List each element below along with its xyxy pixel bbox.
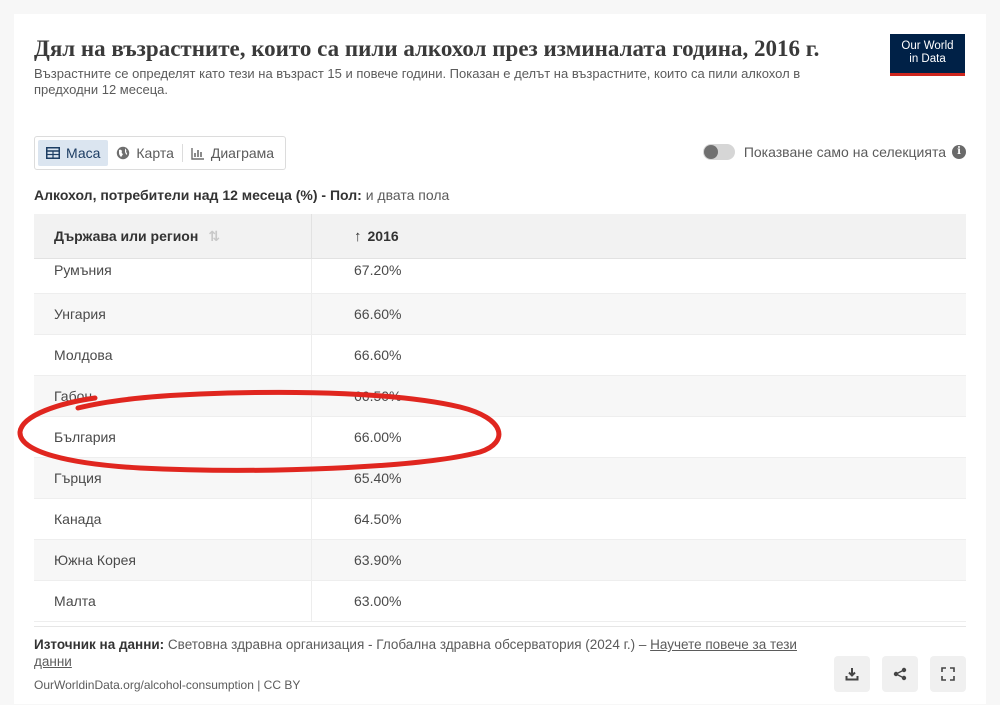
sort-ascending-icon: ↑ (354, 227, 362, 245)
logo-line-2: in Data (909, 53, 946, 65)
selection-toggle-group: Показване само на селекцията i (702, 144, 966, 160)
logo-line-1: Our World (901, 40, 954, 52)
data-table: Държава или регион ⇅ ↑ 2016 Румъния 67.20… (34, 214, 966, 627)
selection-toggle[interactable] (702, 144, 735, 160)
fullscreen-button[interactable] (930, 656, 966, 692)
download-icon (845, 668, 859, 681)
page-title: Дял на възрастните, които са пили алкохо… (34, 36, 820, 61)
fullscreen-icon (941, 667, 955, 681)
cell-country: Габон (34, 376, 312, 416)
toggle-knob (703, 145, 718, 159)
owid-logo[interactable]: Our World in Data (890, 34, 965, 76)
source-label: Източник на данни: (34, 637, 165, 652)
tab-table-label: Маса (66, 145, 101, 161)
sort-icon[interactable]: ⇅ (208, 227, 221, 244)
column-header-year-label: 2016 (367, 228, 399, 244)
caption-value: и двата пола (365, 187, 450, 203)
cell-value: 66.60% (354, 347, 402, 363)
column-header-year[interactable]: ↑ 2016 (312, 214, 966, 258)
cell-country: Канада (34, 499, 312, 539)
info-icon[interactable]: i (952, 145, 966, 159)
share-button[interactable] (882, 656, 918, 692)
source-note: Източник на данни: Световна здравна орга… (34, 636, 834, 670)
cell-value: 65.40% (354, 470, 402, 486)
action-buttons (834, 656, 966, 692)
table-body: Румъния 67.20% Унгария 66.60% Молдова 66.60% Г… (34, 259, 966, 622)
page-url[interactable]: OurWorldinData.org/alcohol-consumption |… (34, 678, 301, 692)
table-row: Габон 66.50% (34, 376, 966, 417)
table-row: Молдова 66.60% (34, 335, 966, 376)
cell-value: 66.50% (354, 388, 402, 404)
cell-country: Румъния (34, 259, 312, 293)
cell-country: Южна Корея (34, 540, 312, 580)
subtitle-line-1: Възрастните се определят като тези на въ… (34, 66, 801, 81)
chart-icon (191, 147, 204, 160)
table-icon (46, 147, 60, 159)
tab-map-label: Карта (136, 145, 174, 161)
table-row: Южна Корея 63.90% (34, 540, 966, 581)
cell-country: Малта (34, 581, 312, 621)
table-row: Унгария 66.60% (34, 294, 966, 335)
source-text: Световна здравна организация - Глобална … (167, 637, 647, 652)
cell-country: Унгария (34, 294, 312, 334)
cell-country: Гърция (34, 458, 312, 498)
table-row: Гърция 65.40% (34, 458, 966, 499)
cell-value: 66.60% (354, 306, 402, 322)
cell-value: 63.90% (354, 552, 402, 568)
cell-value: 64.50% (354, 511, 402, 527)
selection-toggle-label[interactable]: Показване само на селекцията (743, 144, 946, 160)
tab-chart-label: Диаграма (210, 145, 275, 161)
table-row: Малта 63.00% (34, 581, 966, 622)
tab-map[interactable]: Карта (108, 140, 181, 166)
table-row: Румъния 67.20% (34, 259, 966, 294)
table-caption: Алкохол, потребители над 12 месеца (%) -… (34, 187, 449, 203)
globe-icon (117, 146, 130, 160)
column-header-country-label: Държава или регион (54, 228, 199, 244)
table-row: България 66.00% (34, 417, 966, 458)
caption-metric: Алкохол, потребители над 12 месеца (%) -… (34, 187, 362, 203)
page-subtitle: Възрастните се определят като тези на въ… (34, 66, 854, 98)
table-row: Канада 64.50% (34, 499, 966, 540)
subtitle-line-2: предходни 12 месеца. (34, 82, 168, 97)
cell-value: 67.20% (354, 262, 402, 278)
download-button[interactable] (834, 656, 870, 692)
column-header-country[interactable]: Държава или регион ⇅ (34, 214, 312, 258)
learn-more-link[interactable]: Научете повече за тези данни (34, 637, 797, 669)
share-icon (893, 667, 907, 681)
cell-value: 63.00% (354, 593, 402, 609)
tab-chart[interactable]: Диаграма (183, 140, 282, 166)
view-tabs: Маса Карта Диаграма (34, 136, 287, 170)
table-header: Държава или регион ⇅ ↑ 2016 (34, 214, 966, 259)
cell-country: България (34, 417, 312, 457)
chart-card: Дял на възрастните, които са пили алкохо… (14, 14, 986, 704)
cell-country: Молдова (34, 335, 312, 375)
tab-divider (181, 144, 183, 162)
cell-value: 66.00% (354, 429, 402, 445)
tab-table[interactable]: Маса (38, 140, 109, 166)
